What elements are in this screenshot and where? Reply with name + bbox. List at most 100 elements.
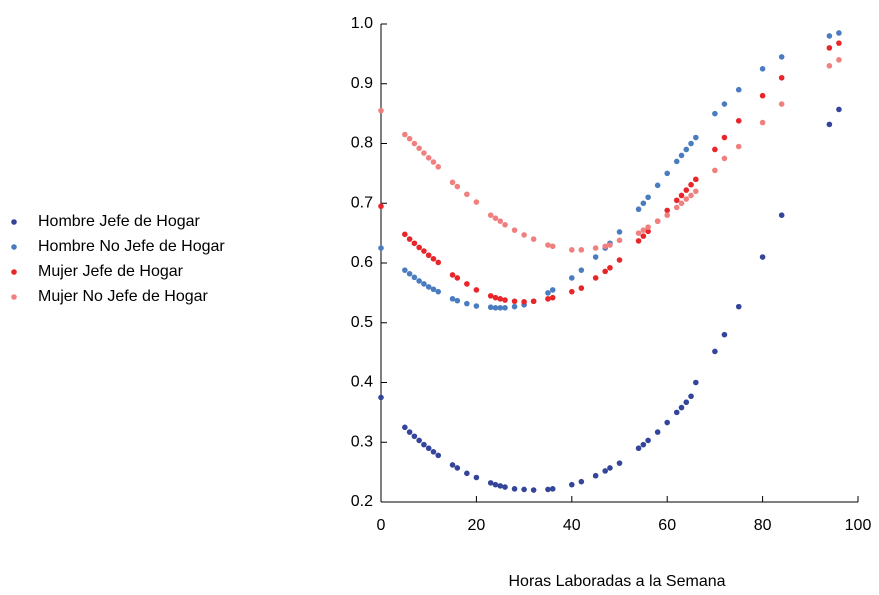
point [578, 478, 585, 485]
point [640, 441, 647, 448]
point [616, 229, 623, 235]
point [645, 437, 651, 444]
point [425, 445, 432, 452]
point [492, 481, 499, 488]
point [836, 57, 842, 63]
y-tick-label: 0.5 [351, 314, 373, 331]
point [449, 272, 456, 278]
y-tick-label: 0.9 [351, 75, 373, 92]
point [502, 297, 508, 303]
point [421, 248, 427, 254]
point [549, 243, 556, 250]
point [826, 63, 833, 69]
point [378, 394, 384, 401]
point [425, 284, 432, 290]
point [430, 256, 437, 262]
point [688, 181, 694, 188]
point [735, 303, 742, 310]
point [411, 240, 418, 247]
y-tick-label: 0.7 [351, 194, 373, 211]
point [545, 296, 551, 302]
y-tick-label: 0.4 [351, 374, 373, 391]
point [416, 145, 422, 152]
point [607, 242, 613, 248]
point [778, 54, 785, 60]
point [464, 470, 470, 477]
point [473, 303, 480, 309]
point [464, 281, 470, 287]
point [673, 197, 680, 204]
point [569, 288, 575, 295]
point [473, 287, 480, 293]
point [402, 231, 408, 238]
point [416, 244, 422, 251]
point [654, 182, 661, 189]
point [530, 298, 537, 305]
point [778, 212, 785, 218]
point [454, 297, 461, 304]
point [578, 247, 585, 253]
point [683, 399, 690, 406]
point [549, 486, 556, 492]
point [502, 305, 508, 311]
point [411, 274, 418, 281]
point [378, 245, 384, 251]
point [492, 305, 499, 311]
point [578, 267, 585, 273]
point [836, 40, 842, 46]
point [497, 296, 504, 302]
point [425, 155, 432, 161]
point [449, 179, 456, 186]
point [678, 404, 685, 411]
point [487, 480, 494, 486]
point [673, 204, 680, 211]
point [602, 468, 608, 474]
point [688, 393, 694, 400]
y-tick-label: 1.0 [351, 15, 373, 32]
point [497, 483, 504, 489]
point [778, 74, 785, 81]
point [664, 207, 670, 214]
y-tick-label: 0.3 [351, 433, 373, 450]
point [545, 290, 551, 296]
point [664, 419, 670, 426]
point [497, 218, 504, 224]
point [378, 107, 384, 114]
legend-label: Hombre Jefe de Hogar [38, 213, 201, 230]
point [721, 155, 728, 162]
point [654, 429, 661, 435]
point [378, 203, 384, 210]
point [640, 227, 647, 233]
point [402, 267, 408, 273]
legend-marker [11, 294, 17, 300]
point [487, 212, 494, 218]
legend-marker [11, 269, 17, 275]
point [602, 243, 608, 250]
point [435, 164, 442, 170]
point [530, 487, 537, 493]
point [430, 286, 437, 293]
point [464, 191, 470, 198]
point [735, 143, 742, 150]
point [712, 167, 718, 174]
point [473, 474, 480, 481]
point [530, 236, 537, 242]
point [735, 117, 742, 124]
point [693, 379, 699, 386]
point [421, 150, 427, 156]
x-tick-label: 80 [754, 517, 772, 534]
point [511, 303, 518, 310]
point [673, 409, 680, 416]
point [454, 275, 461, 281]
point [492, 215, 499, 221]
point [693, 188, 699, 195]
point [435, 259, 442, 266]
point [664, 170, 670, 177]
point [678, 152, 685, 159]
point [502, 484, 508, 490]
point [411, 433, 418, 440]
point [497, 305, 504, 311]
point [635, 206, 642, 213]
point [683, 146, 690, 153]
point [759, 254, 766, 260]
